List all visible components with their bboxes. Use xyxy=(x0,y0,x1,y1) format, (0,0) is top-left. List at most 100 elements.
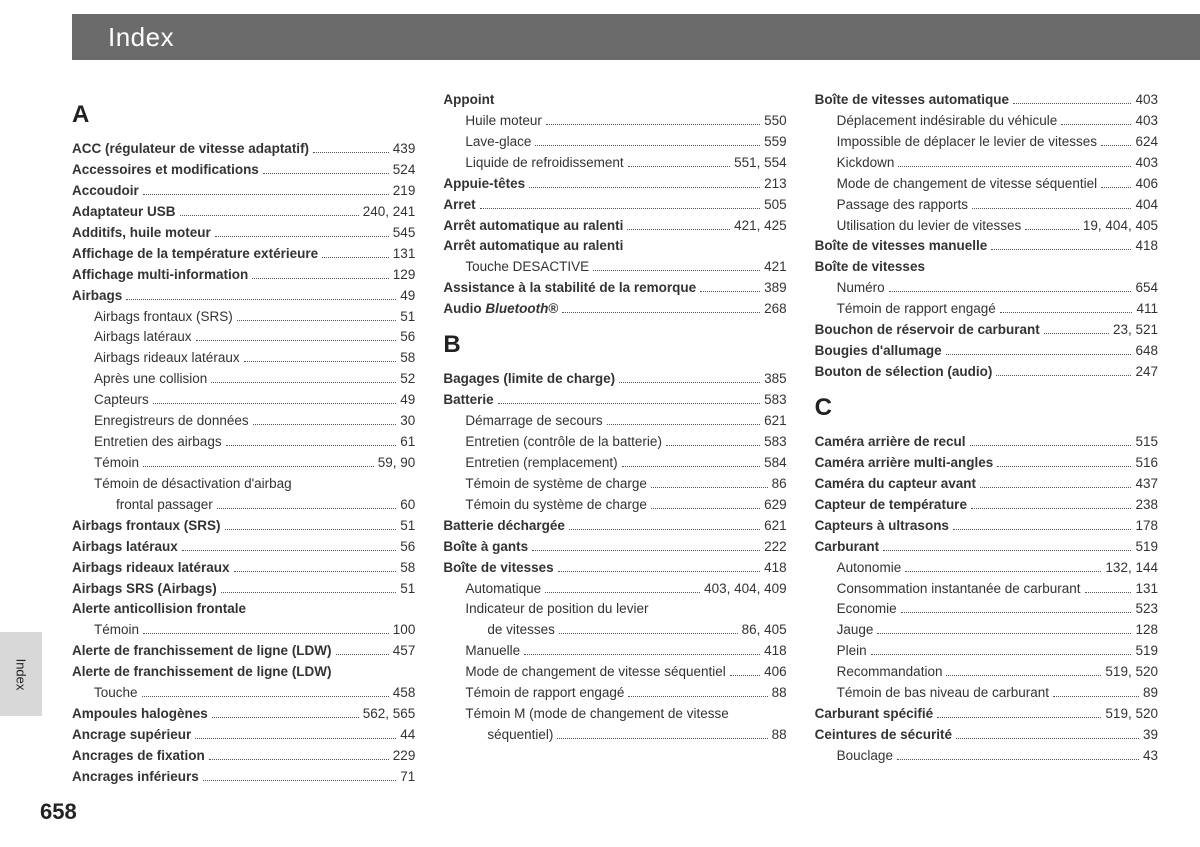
index-entry-pages: 403 xyxy=(1135,111,1158,132)
index-column: AACC (régulateur de vitesse adaptatif)43… xyxy=(72,90,415,787)
index-entry: Arrêt automatique au ralenti xyxy=(443,236,786,257)
leader-dots xyxy=(126,299,396,300)
index-entry-label: Utilisation du levier de vitesses xyxy=(837,216,1022,237)
index-entry-label: Alerte de franchissement de ligne (LDW) xyxy=(72,662,332,683)
leader-dots xyxy=(196,340,397,341)
index-entry-label: Alerte anticollision frontale xyxy=(72,599,246,620)
leader-dots xyxy=(226,445,397,446)
index-entry-label: Déplacement indésirable du véhicule xyxy=(837,111,1058,132)
index-entry: Numéro654 xyxy=(815,278,1158,299)
index-entry-label: Témoin de rapport engagé xyxy=(837,299,996,320)
index-entry: Ancrage supérieur44 xyxy=(72,725,415,746)
leader-dots xyxy=(970,445,1132,446)
index-entry-label: Audio Bluetooth® xyxy=(443,299,558,320)
leader-dots xyxy=(313,152,389,153)
index-entry-pages: 519, 520 xyxy=(1105,704,1158,725)
index-entry-label: Lave-glace xyxy=(465,132,531,153)
index-entry: Ceintures de sécurité39 xyxy=(815,725,1158,746)
index-entry-pages: 418 xyxy=(764,641,787,662)
leader-dots xyxy=(980,487,1131,488)
index-entry: Airbags SRS (Airbags)51 xyxy=(72,579,415,600)
index-entry-label: Kickdown xyxy=(837,153,895,174)
index-entry-pages: 59, 90 xyxy=(378,453,416,474)
index-entry: Capteurs à ultrasons178 xyxy=(815,516,1158,537)
leader-dots xyxy=(1053,696,1139,697)
index-entry: Alerte de franchissement de ligne (LDW)4… xyxy=(72,641,415,662)
index-entry-pages: 583 xyxy=(764,432,787,453)
index-entry-label: Plein xyxy=(837,641,867,662)
index-entry: Huile moteur 550 xyxy=(443,111,786,132)
index-entry: Lave-glace559 xyxy=(443,132,786,153)
leader-dots xyxy=(972,208,1131,209)
section-letter: B xyxy=(443,326,786,363)
index-entry-pages: 88 xyxy=(772,725,787,746)
index-entry: Bouchon de réservoir de carburant23, 521 xyxy=(815,320,1158,341)
leader-dots xyxy=(651,508,760,509)
index-entry: Impossible de déplacer le levier de vite… xyxy=(815,132,1158,153)
leader-dots xyxy=(898,166,1131,167)
index-entry-pages: 51 xyxy=(400,307,415,328)
index-entry: Economie523 xyxy=(815,599,1158,620)
index-entry-pages: 458 xyxy=(393,683,416,704)
index-entry-pages: 583 xyxy=(764,390,787,411)
index-entry-pages: 439 xyxy=(393,139,416,160)
index-entry-pages: 229 xyxy=(393,746,416,767)
index-entry-pages: 621 xyxy=(764,411,787,432)
index-entry-pages: 51 xyxy=(400,516,415,537)
leader-dots xyxy=(212,717,359,718)
index-entry-label: Boîte de vitesses xyxy=(443,558,553,579)
index-entry-pages: 86, 405 xyxy=(742,620,787,641)
index-entry-label: Ceintures de sécurité xyxy=(815,725,952,746)
leader-dots xyxy=(971,508,1132,509)
index-entry-label: Huile moteur xyxy=(465,111,542,132)
index-entry: Après une collision52 xyxy=(72,369,415,390)
index-entry-pages: 524 xyxy=(393,160,416,181)
leader-dots xyxy=(937,717,1101,718)
index-entry-label: Bougies d'allumage xyxy=(815,341,942,362)
leader-dots xyxy=(953,529,1132,530)
index-entry: Kickdown403 xyxy=(815,153,1158,174)
index-entry-label: Autonomie xyxy=(837,558,902,579)
index-entry-label: Airbags rideaux latéraux xyxy=(72,558,230,579)
index-entry-pages: 551, 554 xyxy=(734,153,787,174)
leader-dots xyxy=(956,738,1139,739)
index-entry-label: Additifs, huile moteur xyxy=(72,223,211,244)
index-entry-label: Bouton de sélection (audio) xyxy=(815,362,993,383)
side-tab-label: Index xyxy=(14,658,29,690)
leader-dots xyxy=(143,194,389,195)
index-entry: Bouton de sélection (audio)247 xyxy=(815,362,1158,383)
index-entry: Témoin de rapport engagé411 xyxy=(815,299,1158,320)
index-entry-label: Après une collision xyxy=(94,369,207,390)
index-entry-label: Airbags xyxy=(72,286,122,307)
index-entry: Boîte de vitesses xyxy=(815,257,1158,278)
index-entry: Airbags frontaux (SRS)51 xyxy=(72,307,415,328)
index-entry-pages: 550 xyxy=(764,111,787,132)
index-entry: Ampoules halogènes562, 565 xyxy=(72,704,415,725)
index-entry: Indicateur de position du levier xyxy=(443,599,786,620)
index-entry-label: Témoin de système de charge xyxy=(465,474,647,495)
index-column: Boîte de vitesses automatique403Déplacem… xyxy=(815,90,1158,787)
index-entry-label: Adaptateur USB xyxy=(72,202,176,223)
leader-dots xyxy=(1101,187,1131,188)
index-entry-label: Enregistreurs de données xyxy=(94,411,249,432)
leader-dots xyxy=(1013,103,1131,104)
index-entry-label: Appoint xyxy=(443,90,494,111)
leader-dots xyxy=(871,654,1132,655)
index-entry-pages: 131 xyxy=(393,244,416,265)
index-entry-label: Arrêt automatique au ralenti xyxy=(443,216,623,237)
index-entry-pages: 49 xyxy=(400,286,415,307)
index-entry: Capteur de température238 xyxy=(815,495,1158,516)
index-entry-pages: 584 xyxy=(764,453,787,474)
index-entry: Témoin100 xyxy=(72,620,415,641)
index-entry-pages: 213 xyxy=(764,174,787,195)
index-entry: Adaptateur USB240, 241 xyxy=(72,202,415,223)
leader-dots xyxy=(877,633,1131,634)
index-entry: Témoin de rapport engagé88 xyxy=(443,683,786,704)
index-entry: Airbags frontaux (SRS)51 xyxy=(72,516,415,537)
index-entry: Caméra arrière multi-angles516 xyxy=(815,453,1158,474)
index-entry-pages: 23, 521 xyxy=(1113,320,1158,341)
index-entry: Carburant spécifié519, 520 xyxy=(815,704,1158,725)
index-entry-pages: 178 xyxy=(1135,516,1158,537)
index-entry: Liquide de refroidissement551, 554 xyxy=(443,153,786,174)
index-entry: Batterie déchargée621 xyxy=(443,516,786,537)
